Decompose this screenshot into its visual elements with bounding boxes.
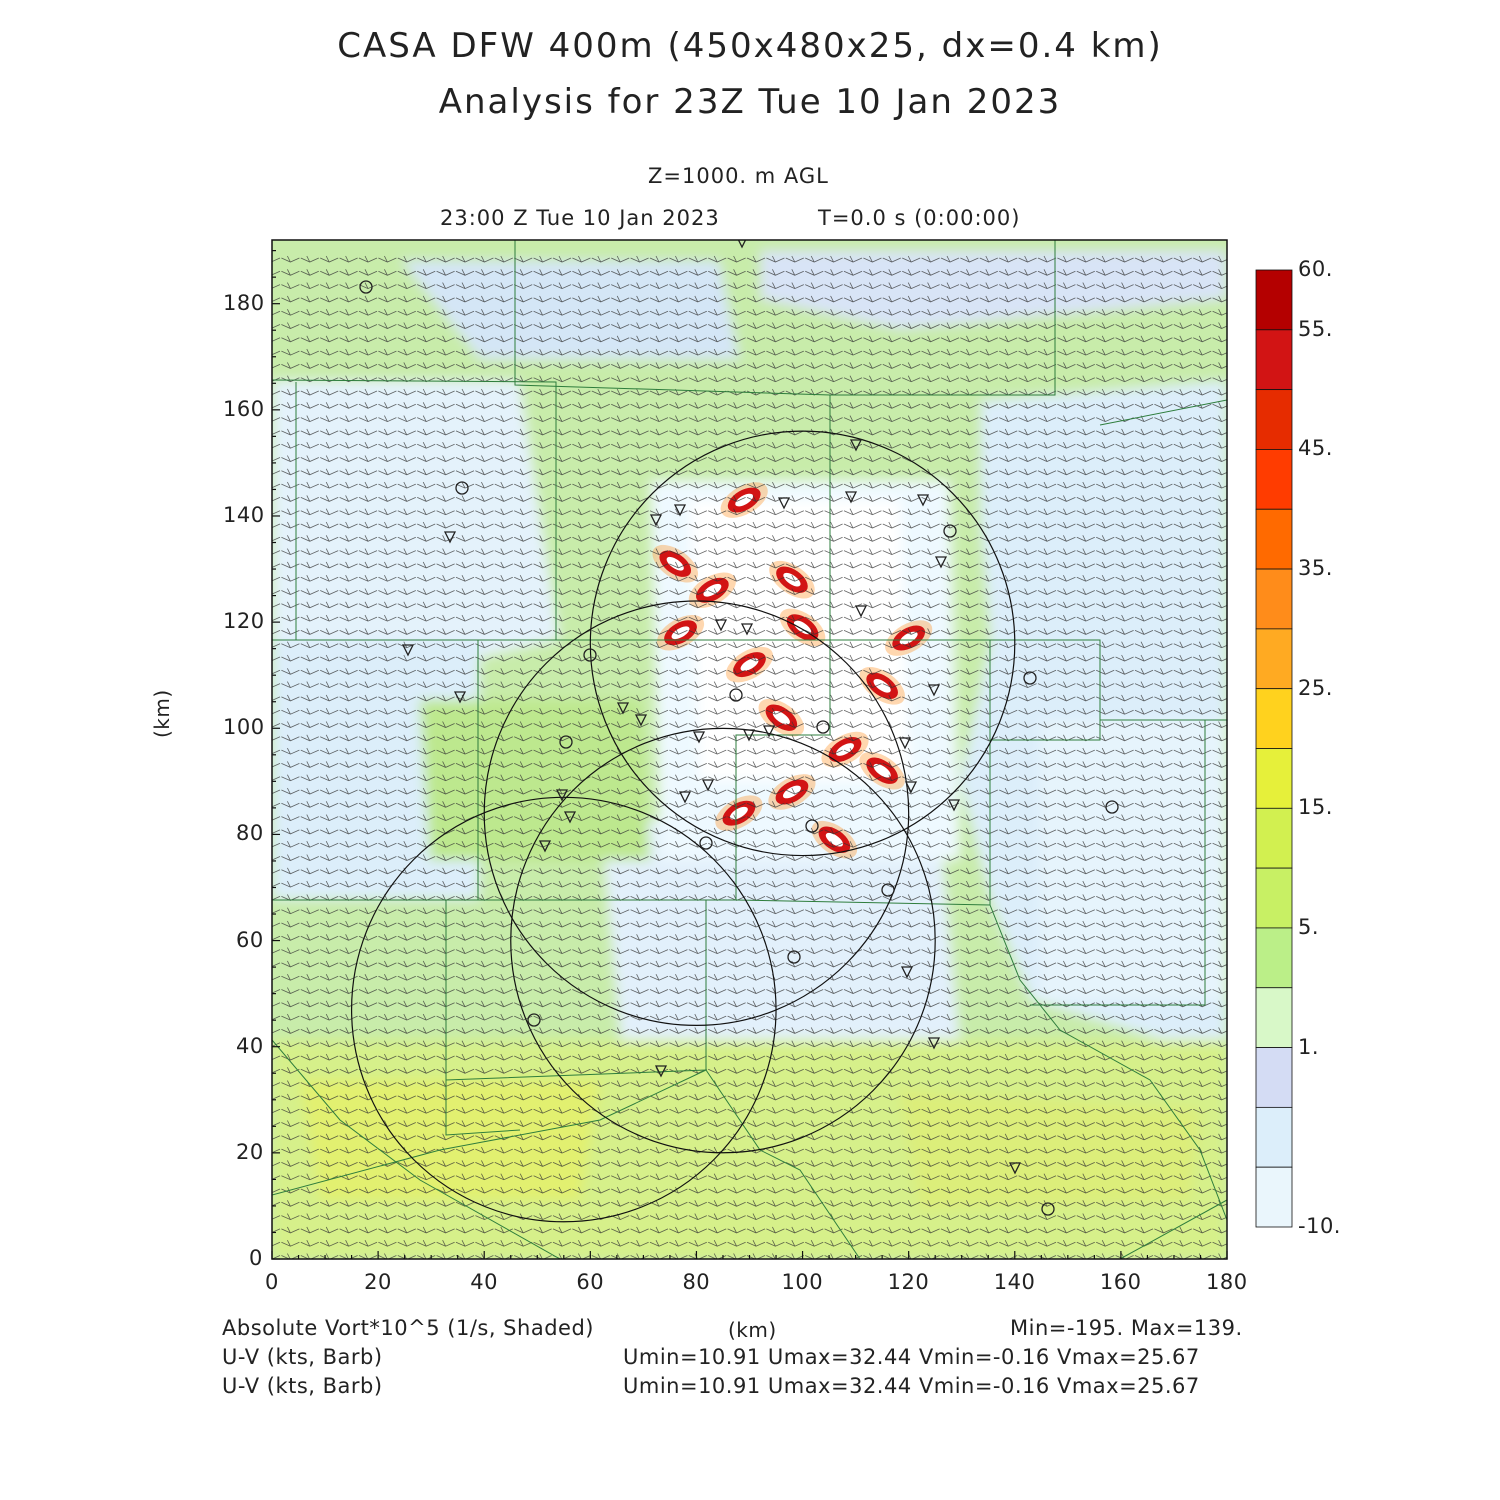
colorbar-label: 1. <box>1298 1034 1320 1059</box>
y-tick-label: 140 <box>223 502 265 527</box>
map-title-line2: Analysis for 23Z Tue 10 Jan 2023 <box>438 82 1062 122</box>
colorbar-swatch <box>1255 748 1293 809</box>
colorbar-swatch <box>1255 867 1293 929</box>
colorbar-swatch <box>1255 389 1293 450</box>
radar-ring <box>510 727 936 1154</box>
colorbar-swatch <box>1255 269 1293 331</box>
field-min-max: Min=-195. Max=139. <box>1010 1316 1243 1340</box>
station-markers <box>359 240 1119 1216</box>
colorbar-label: 5. <box>1298 914 1320 939</box>
vorticity-core <box>859 666 905 705</box>
colorbar-swatch <box>1255 628 1293 690</box>
vorticity-core <box>725 646 774 683</box>
x-tick-label: 40 <box>470 1270 498 1294</box>
axis-ticks <box>271 250 1228 1260</box>
y-tick-label: 180 <box>223 290 265 315</box>
colorbar-swatch <box>1255 1047 1293 1108</box>
x-tick-label: 80 <box>682 1270 711 1294</box>
y-tick-label: 100 <box>223 715 265 740</box>
shaded-field-label: Absolute Vort*10^5 (1/s, Shaded) <box>222 1316 594 1340</box>
x-axis-label: (km) <box>728 1318 777 1342</box>
colorbar-label: -10. <box>1298 1214 1341 1238</box>
y-tick-label: 60 <box>236 927 264 952</box>
vorticity-core <box>656 614 705 651</box>
uv-stats-1: Umin=10.91 Umax=32.44 Vmin=-0.16 Vmax=25… <box>623 1345 1200 1369</box>
y-tick-label: 20 <box>236 1139 264 1164</box>
colorbar-label: 15. <box>1298 795 1333 820</box>
colorbar-label: 60. <box>1298 257 1333 281</box>
colorbar-label: 35. <box>1298 556 1333 581</box>
colorbar-swatch <box>1255 1166 1293 1228</box>
colorbar-swatch <box>1255 449 1293 510</box>
x-tick-label: 0 <box>265 1270 279 1294</box>
county-boundaries <box>272 240 1227 1259</box>
colorbar-swatch <box>1255 329 1293 391</box>
vorticity-core <box>768 774 816 810</box>
colorbar <box>1255 269 1293 1228</box>
x-tick-label: 180 <box>1206 1270 1248 1294</box>
x-tick-label: 140 <box>993 1270 1036 1294</box>
vorticity-core <box>720 482 768 518</box>
barb-field-label-1: U-V (kts, Barb) <box>222 1345 383 1369</box>
y-tick-label: 120 <box>223 609 265 634</box>
x-tick-label: 160 <box>1099 1270 1142 1294</box>
y-tick-label: 160 <box>223 396 265 421</box>
plot-area <box>272 240 1227 1259</box>
y-tick-label: 0 <box>249 1246 263 1270</box>
colorbar-swatch <box>1255 987 1293 1048</box>
uv-stats-2: Umin=10.91 Umax=32.44 Vmin=-0.16 Vmax=25… <box>623 1374 1200 1398</box>
colorbar-swatch <box>1255 508 1293 570</box>
colorbar-label: 25. <box>1298 675 1333 700</box>
x-tick-label: 60 <box>576 1270 605 1294</box>
x-tick-label: 120 <box>887 1270 930 1294</box>
x-tick-label: 100 <box>781 1270 824 1294</box>
colorbar-swatch <box>1255 568 1293 630</box>
y-tick-label: 80 <box>236 821 264 846</box>
colorbar-label: 55. <box>1298 316 1333 341</box>
colorbar-label: 45. <box>1298 436 1333 461</box>
colorbar-swatch <box>1255 688 1293 749</box>
vorticity-core <box>688 572 736 609</box>
colorbar-swatch <box>1255 927 1293 989</box>
barb-field-label-2: U-V (kts, Barb) <box>222 1374 383 1398</box>
radar-ring <box>589 430 1016 857</box>
y-tick-label: 40 <box>236 1033 264 1058</box>
colorbar-swatch <box>1255 807 1293 869</box>
y-axis-label: (km) <box>150 689 174 738</box>
valid-time-label: 23:00 Z Tue 10 Jan 2023 <box>440 206 720 230</box>
level-label: Z=1000. m AGL <box>648 164 829 188</box>
colorbar-swatch <box>1255 1106 1293 1168</box>
map-title-line1: CASA DFW 400m (450x480x25, dx=0.4 km) <box>337 26 1163 66</box>
x-tick-label: 20 <box>364 1270 392 1294</box>
forecast-time-label: T=0.0 s (0:00:00) <box>818 206 1021 230</box>
